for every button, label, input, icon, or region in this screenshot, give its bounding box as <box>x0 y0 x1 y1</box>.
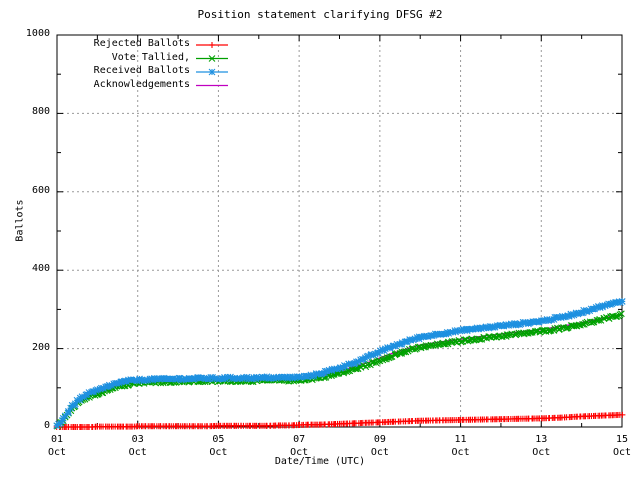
y-tick-label: 800 <box>31 106 50 118</box>
x-tick-day: 07 <box>293 434 306 445</box>
x-tick-day: 03 <box>131 434 144 445</box>
data-marker <box>539 326 547 334</box>
legend-label-3: Received Ballots <box>93 65 190 76</box>
data-marker <box>590 318 598 326</box>
data-marker <box>527 329 535 336</box>
data-marker <box>490 333 498 341</box>
x-tick-month: Oct <box>47 447 67 458</box>
data-marker <box>344 367 352 375</box>
data-marker <box>457 338 465 346</box>
data-marker <box>618 298 626 305</box>
data-marker <box>400 348 408 356</box>
data-marker <box>570 322 578 330</box>
x-tick-month: Oct <box>290 447 309 458</box>
data-marker <box>325 372 333 380</box>
data-marker <box>547 327 555 334</box>
data-marker <box>470 336 478 344</box>
data-marker <box>392 350 400 358</box>
x-tick-day: 15 <box>615 434 629 445</box>
legend-label-2: Vote Tallied, <box>111 51 190 63</box>
series-vote-tallied <box>54 310 625 430</box>
data-marker <box>534 327 541 335</box>
data-marker <box>508 330 516 338</box>
x-tick-label: 15 Oct <box>592 433 640 459</box>
chart-title: Position statement clarifying DFSG #2 <box>197 8 443 21</box>
data-marker <box>414 343 422 351</box>
data-marker <box>464 337 472 345</box>
y-tick-label: 200 <box>31 341 50 353</box>
x-tick-label: 05 Oct <box>188 433 248 459</box>
series-received-ballots <box>53 298 626 430</box>
data-marker <box>517 329 525 337</box>
x-tick-label: 01 Oct <box>27 433 87 459</box>
x-tick-day: 13 <box>535 434 548 445</box>
legend-swatch-marker-1 <box>209 42 215 48</box>
data-marker <box>550 327 558 334</box>
x-tick-day: 01 <box>50 434 64 445</box>
y-tick-label: 0 <box>43 420 50 431</box>
data-marker <box>422 342 430 349</box>
data-marker <box>352 365 360 373</box>
x-tick-label: 11 Oct <box>431 433 491 459</box>
data-marker <box>580 306 588 314</box>
data-marker <box>503 331 511 339</box>
data-marker <box>208 68 216 76</box>
data-marker <box>208 55 216 62</box>
data-marker <box>444 340 452 348</box>
x-tick-label: 09 Oct <box>350 433 410 459</box>
x-tick-month: Oct <box>612 447 632 458</box>
x-tick-day: 09 <box>373 434 386 445</box>
data-marker <box>545 327 553 335</box>
data-marker <box>333 370 340 378</box>
data-marker <box>387 353 395 361</box>
x-tick-day: 05 <box>212 434 225 445</box>
data-marker <box>577 321 584 329</box>
x-tick-label: 07 Oct <box>269 433 329 459</box>
x-tick-month: Oct <box>451 447 470 458</box>
data-marker <box>476 335 484 343</box>
y-tick-label: 400 <box>31 263 50 275</box>
data-marker <box>613 313 621 320</box>
data-marker <box>564 324 572 331</box>
x-tick-day: 11 <box>454 434 467 445</box>
series-rejected-ballots <box>53 411 626 430</box>
data-marker <box>542 328 550 335</box>
x-tick-month: Oct <box>532 447 551 458</box>
x-tick-label: 13 Oct <box>511 433 571 459</box>
data-marker <box>375 356 382 364</box>
data-marker <box>513 330 521 338</box>
x-tick-month: Oct <box>128 447 147 458</box>
legend-label-1: Rejected Ballots <box>93 38 190 49</box>
data-marker <box>475 335 483 343</box>
y-tick-label: 600 <box>31 184 50 196</box>
legend-swatch-marker-3 <box>208 68 216 76</box>
data-marker <box>286 373 294 381</box>
data-marker <box>480 334 488 342</box>
data-marker <box>607 313 614 321</box>
data-marker <box>588 319 596 327</box>
data-marker <box>429 342 437 349</box>
data-marker <box>617 310 625 318</box>
x-axis-label: Date/Time (UTC) <box>274 456 366 467</box>
data-marker <box>435 341 442 349</box>
y-tick-label: 1000 <box>25 28 50 39</box>
data-marker <box>461 336 468 344</box>
data-marker <box>597 316 605 324</box>
plot-border <box>56 34 623 428</box>
data-marker <box>468 335 476 343</box>
data-marker <box>538 327 546 334</box>
data-marker <box>320 374 328 382</box>
x-tick-month: Oct <box>209 447 228 458</box>
data-marker <box>349 365 357 373</box>
legend-label-4: Acknowledgements <box>93 78 190 90</box>
x-tick-label: 03 Oct <box>108 433 168 459</box>
legend-swatch-marker-2 <box>208 55 216 62</box>
data-marker <box>554 314 562 321</box>
x-tick-month: Oct <box>370 447 389 458</box>
data-marker <box>402 348 410 356</box>
